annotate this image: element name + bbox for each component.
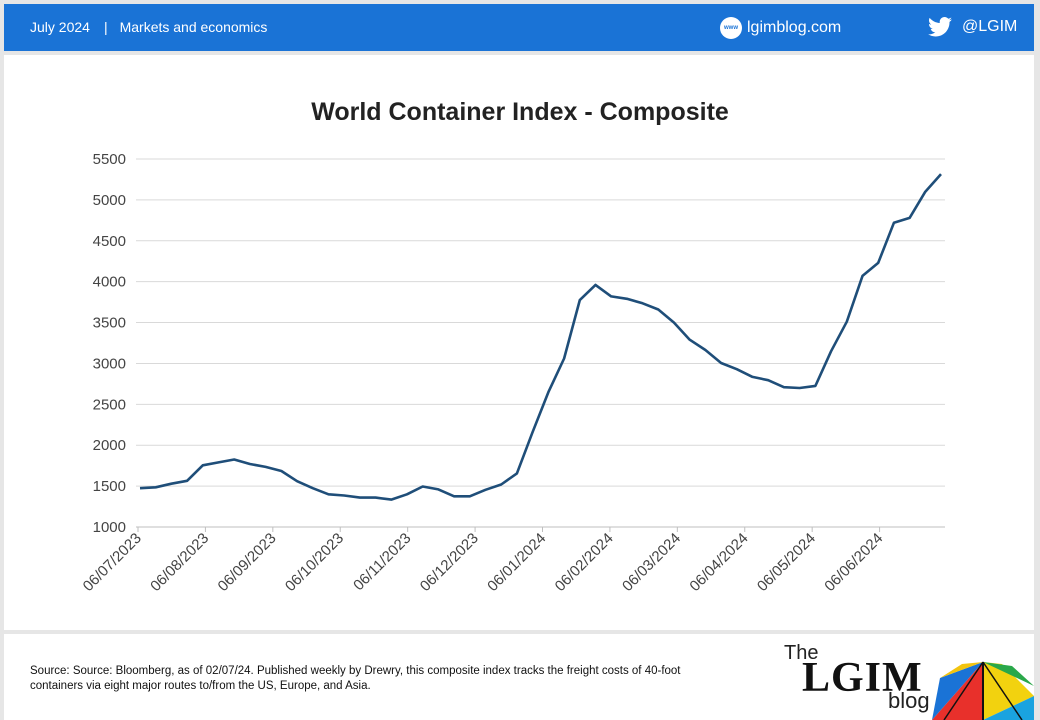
x-tick-label: 06/02/2024	[552, 530, 617, 595]
y-tick-label: 2000	[93, 437, 126, 454]
x-tick-label: 06/07/2023	[80, 530, 145, 595]
chart-title: World Container Index - Composite	[311, 98, 729, 126]
header-bar: July 2024 | Markets and economics www lgim…	[4, 4, 1034, 51]
logo-the: The	[784, 642, 819, 664]
x-tick-label: 06/10/2023	[282, 530, 347, 595]
x-tick-label: 06/01/2024	[484, 530, 549, 595]
logo-lgim: LGIM	[802, 655, 923, 701]
header-date: July 2024	[30, 19, 90, 35]
y-tick-label: 2500	[93, 396, 126, 413]
header-separator: |	[103, 19, 108, 35]
x-tick-label: 06/06/2024	[821, 530, 886, 595]
globe-www-icon: www	[720, 17, 742, 39]
umbrella-logo-icon	[932, 661, 1034, 720]
logo-blog: blog	[888, 688, 930, 713]
x-tick-label: 06/03/2024	[619, 530, 684, 595]
y-tick-label: 4000	[93, 274, 126, 291]
gridlines	[136, 158, 945, 528]
x-tick-label: 06/05/2024	[754, 530, 819, 595]
twitter-handle[interactable]: @LGIM	[962, 18, 1018, 35]
x-tick-label: 06/12/2023	[417, 530, 482, 595]
y-tick-label: 5000	[93, 192, 126, 209]
x-tick-label: 06/11/2023	[350, 530, 414, 594]
x-tick-label: 06/09/2023	[215, 530, 280, 595]
y-tick-label: 5500	[93, 151, 126, 168]
y-tick-label: 1000	[93, 519, 126, 536]
chart-panel: World Container Index - Composite 1000 15…	[4, 55, 1034, 630]
twitter-bird-icon	[928, 17, 952, 37]
source-note: Source: Source: Bloomberg, as of 02/07/2…	[30, 665, 681, 692]
y-tick-label: 1500	[93, 478, 126, 495]
y-tick-label: 4500	[93, 233, 126, 250]
footer: Source: Source: Bloomberg, as of 02/07/2…	[4, 634, 1034, 720]
x-axis-ticks: 06/07/2023 06/08/2023 06/09/2023 06/10/2023…	[80, 527, 886, 595]
header-category[interactable]: Markets and economics	[119, 19, 268, 35]
series-group	[139, 173, 942, 501]
line-chart: World Container Index - Composite 1000 15…	[80, 98, 945, 595]
x-tick-label: 06/08/2023	[147, 530, 212, 595]
website-label[interactable]: lgimblog.com	[747, 19, 842, 36]
series-line	[139, 173, 942, 501]
header-left: July 2024 | Markets and economics	[30, 19, 267, 35]
y-tick-label: 3500	[93, 315, 126, 332]
y-tick-label: 3000	[93, 355, 126, 372]
y-axis-ticks: 1000 1500 2000 2500 3000 3500 4000 4500 5000 5500	[93, 151, 126, 536]
twitter-link[interactable]: @LGIM	[928, 17, 1017, 37]
website-link[interactable]: www lgimblog.com	[720, 17, 841, 39]
x-tick-label: 06/04/2024	[686, 530, 751, 595]
